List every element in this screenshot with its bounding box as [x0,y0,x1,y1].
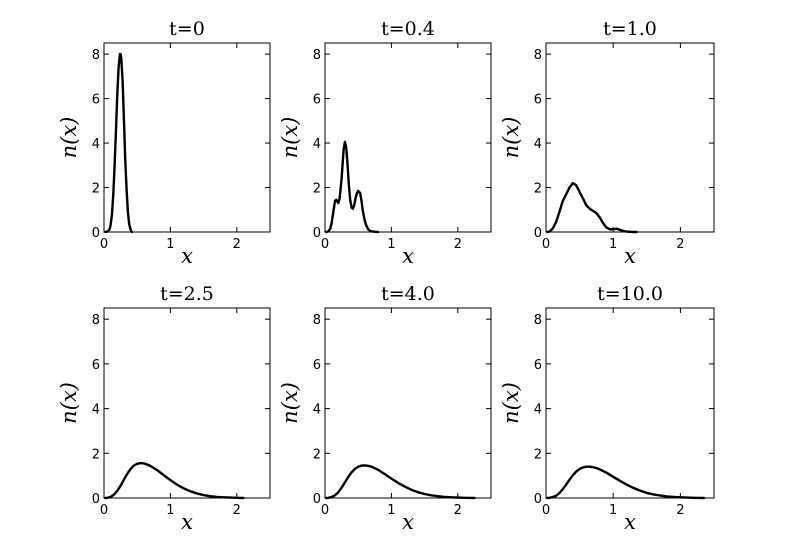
series-line-1 [325,140,380,234]
x-axis-label: x [624,244,636,268]
x-tick-label: 1 [609,503,617,518]
y-tick-label: 2 [92,182,100,197]
x-tick-label: 2 [454,503,462,518]
panel-2: 0 1 2 0 2 4 6 8 t=0.4 x n(x) [278,18,492,268]
y-tick-label: 8 [92,313,100,328]
y-tick-label: 0 [313,492,321,507]
axes-frame [324,307,492,499]
series-line-1 [104,461,245,500]
axes-frame [545,307,715,499]
y-tick-label: 0 [92,492,100,507]
axes-frame [103,42,271,233]
y-axis-label: n(x) [499,117,523,159]
y-tick-label: 6 [313,93,321,108]
y-tick-label: 4 [92,137,100,152]
y-tick-label: 8 [92,48,100,63]
x-axis-label: x [402,244,414,268]
x-axis-label: x [181,510,193,534]
y-axis-label: n(x) [57,117,81,159]
panel-4: 0 1 2 0 2 4 6 8 t=2.5 x n(x) [57,283,271,534]
y-tick-label: 4 [92,403,100,418]
panel-title: t=0.4 [381,18,435,40]
x-tick-label: 1 [387,237,395,252]
panel-title: t=0 [169,18,205,40]
y-tick-label: 0 [313,226,321,241]
x-tick-label: 0 [321,503,329,518]
panel-title: t=10.0 [597,283,663,305]
x-axis-label: x [181,244,193,268]
y-tick-label: 2 [92,447,100,462]
y-tick-label: 4 [534,137,542,152]
y-tick-label: 8 [534,48,542,63]
x-tick-label: 1 [166,503,174,518]
y-tick-label: 0 [92,226,100,241]
y-tick-label: 2 [534,182,542,197]
y-tick-label: 6 [92,93,100,108]
y-tick-label: 8 [313,313,321,328]
x-tick-label: 0 [321,237,329,252]
x-tick-label: 2 [676,503,684,518]
y-tick-label: 0 [534,492,542,507]
y-tick-label: 4 [534,403,542,418]
y-tick-label: 8 [534,313,542,328]
x-tick-label: 0 [542,237,550,252]
x-tick-label: 0 [100,503,108,518]
x-tick-label: 1 [387,503,395,518]
axes-frame [103,307,271,499]
series-line-1 [546,465,706,500]
panel-1: 0 1 2 0 2 4 6 8 t=0 x n(x) [57,18,271,268]
x-tick-label: 2 [676,237,684,252]
y-tick-label: 6 [534,93,542,108]
x-tick-label: 1 [609,237,617,252]
axes-frame [545,42,715,233]
y-tick-label: 2 [313,447,321,462]
x-tick-label: 2 [233,237,241,252]
x-tick-label: 0 [100,237,108,252]
series-line-1 [325,464,476,500]
y-tick-label: 4 [313,137,321,152]
panel-6: 0 1 2 0 2 4 6 8 t=10.0 x n(x) [499,283,715,534]
y-axis-label: n(x) [499,382,523,424]
series-line-1 [104,52,134,234]
panel-title: t=4.0 [381,283,435,305]
panel-title: t=1.0 [603,18,657,40]
series-line-1 [546,181,638,234]
y-tick-label: 6 [534,358,542,373]
panel-5: 0 1 2 0 2 4 6 8 t=4.0 x n(x) [278,283,492,534]
y-tick-label: 0 [534,226,542,241]
x-axis-label: x [624,510,636,534]
axes-frame [324,42,492,233]
y-tick-label: 4 [313,403,321,418]
panel-3: 0 1 2 0 2 4 6 8 t=1.0 x n(x) [499,18,715,268]
y-tick-label: 2 [534,447,542,462]
y-axis-label: n(x) [278,117,302,159]
x-tick-label: 1 [166,237,174,252]
x-tick-label: 2 [233,503,241,518]
y-tick-label: 8 [313,48,321,63]
x-tick-label: 2 [454,237,462,252]
y-axis-label: n(x) [278,382,302,424]
panel-title: t=2.5 [160,283,214,305]
y-tick-label: 6 [313,358,321,373]
x-tick-label: 0 [542,503,550,518]
y-axis-label: n(x) [57,382,81,424]
y-tick-label: 2 [313,182,321,197]
y-tick-label: 6 [92,358,100,373]
x-axis-label: x [402,510,414,534]
